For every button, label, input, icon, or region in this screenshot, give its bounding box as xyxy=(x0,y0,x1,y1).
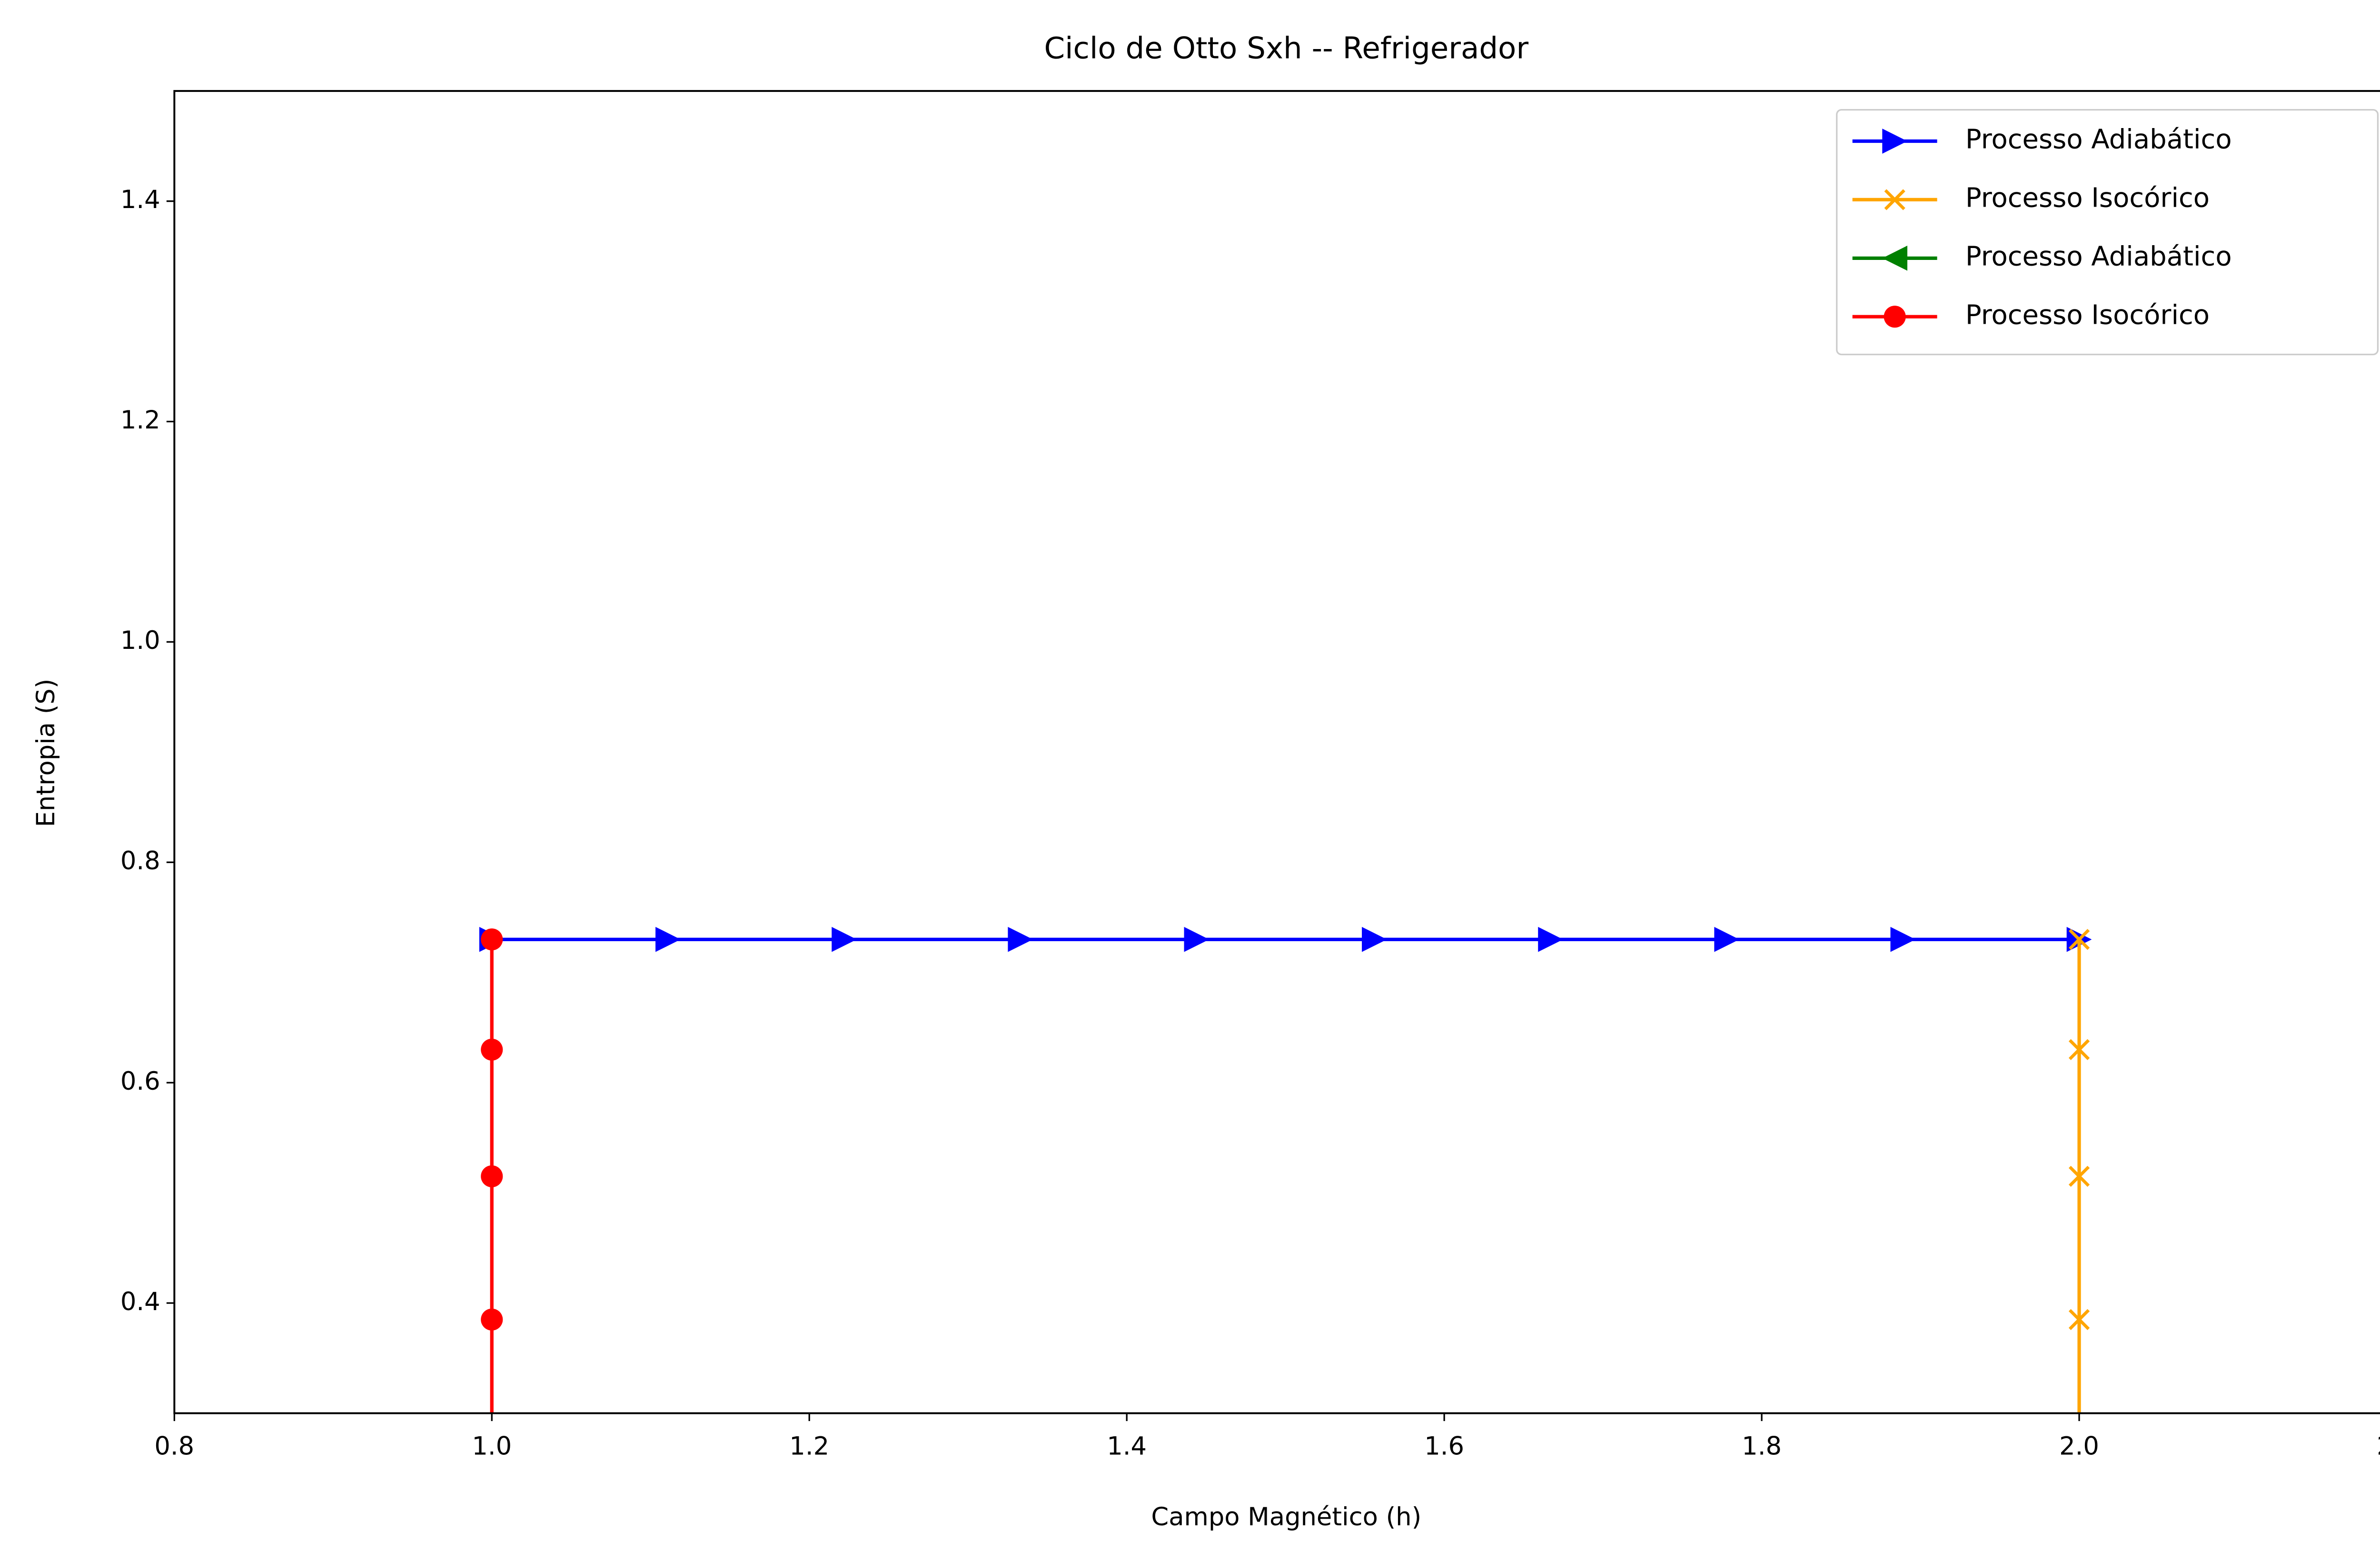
axes-frame xyxy=(173,90,2380,1414)
marker xyxy=(481,1165,503,1188)
chart-title: Ciclo de Otto Sxh -- Refrigerador xyxy=(1044,31,1528,66)
marker xyxy=(655,926,681,952)
marker xyxy=(1882,245,1908,271)
legend-label: Processo Isocórico xyxy=(1965,183,2210,214)
plot-area xyxy=(479,926,2092,1413)
legend-label: Processo Adiabático xyxy=(1965,241,2232,272)
legend-label: Processo Adiabático xyxy=(1965,124,2232,155)
marker xyxy=(481,1308,503,1331)
y-tick-label: 0.6 xyxy=(120,1067,160,1096)
marker xyxy=(1714,926,1740,952)
x-tick-label: 1.0 xyxy=(472,1432,512,1461)
y-tick-label: 0.4 xyxy=(120,1287,160,1316)
marker xyxy=(481,1038,503,1061)
marker xyxy=(1538,926,1563,952)
legend-box xyxy=(1836,109,2379,356)
marker xyxy=(2068,1165,2090,1187)
x-tick-label: 1.6 xyxy=(1424,1432,1464,1461)
marker xyxy=(2068,1309,2090,1330)
x-tick-label: 0.8 xyxy=(154,1432,194,1461)
x-tick-label: 2.2 xyxy=(2377,1432,2380,1461)
marker xyxy=(1362,926,1387,952)
marker xyxy=(1890,926,1916,952)
marker xyxy=(2068,1039,2090,1060)
marker xyxy=(2068,929,2090,950)
marker xyxy=(1008,926,1033,952)
x-tick-label: 1.8 xyxy=(1742,1432,1782,1461)
x-axis-label: Campo Magnético (h) xyxy=(1151,1502,1421,1531)
marker xyxy=(481,928,503,951)
x-tick-label: 1.2 xyxy=(789,1432,829,1461)
legend-label: Processo Isocórico xyxy=(1965,299,2210,330)
x-tick-label: 1.4 xyxy=(1107,1432,1147,1461)
marker xyxy=(1184,926,1210,952)
y-tick-label: 1.4 xyxy=(120,185,160,214)
marker xyxy=(832,926,857,952)
y-axis-label: Entropia (S) xyxy=(31,679,60,827)
marker xyxy=(1884,306,1906,328)
y-tick-label: 0.8 xyxy=(120,846,160,875)
y-tick-label: 1.0 xyxy=(120,626,160,655)
y-tick-label: 1.2 xyxy=(120,406,160,435)
marker xyxy=(1884,189,1905,210)
marker xyxy=(1882,129,1908,154)
x-tick-label: 2.0 xyxy=(2059,1432,2099,1461)
